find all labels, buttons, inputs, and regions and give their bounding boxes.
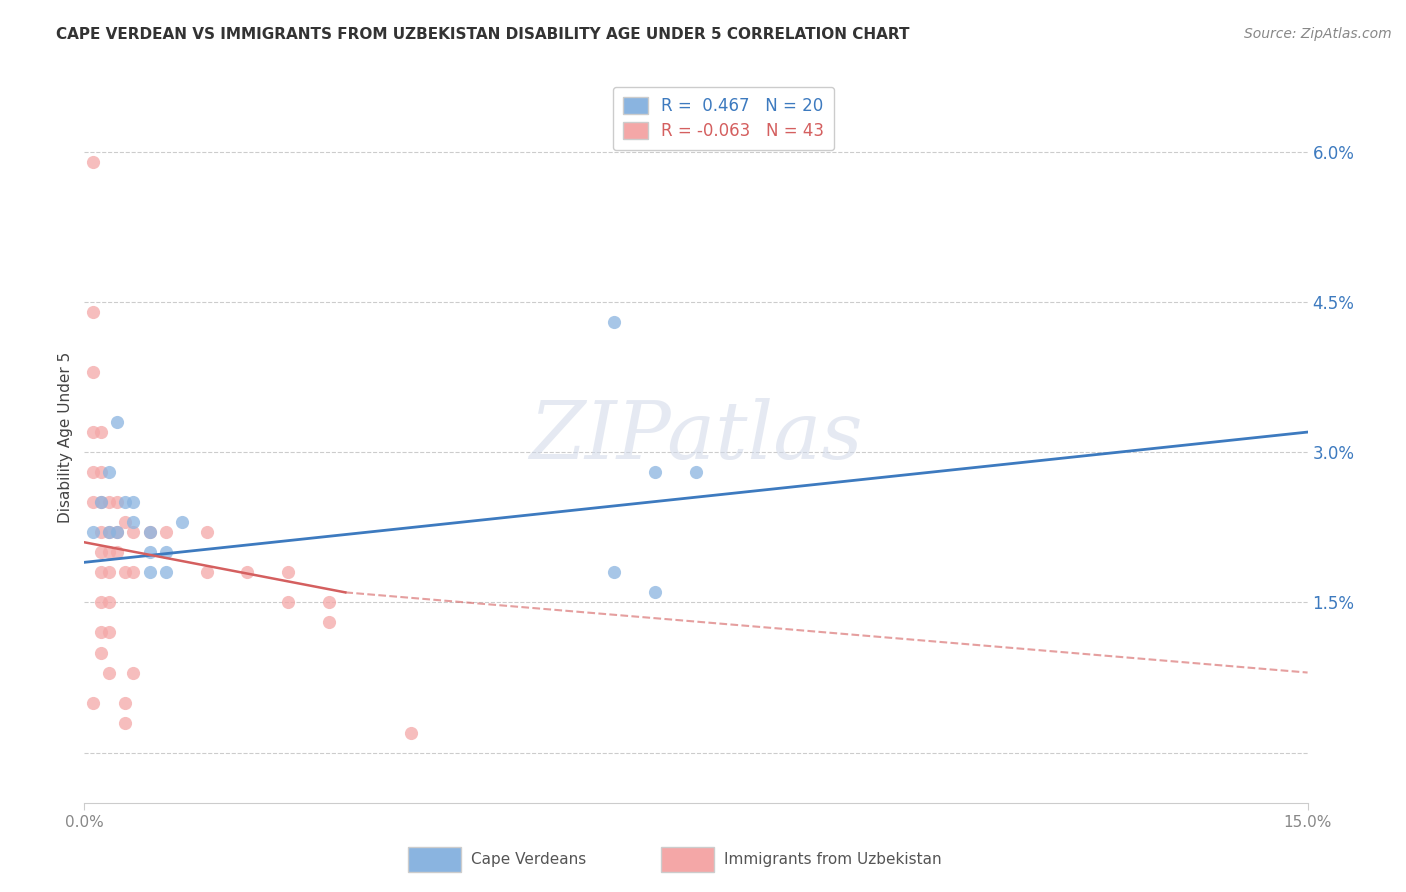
- Point: [97, 566, 120, 580]
- Point: [82, 495, 104, 509]
- Point: [644, 585, 666, 599]
- Point: [105, 525, 128, 540]
- Point: [138, 525, 160, 540]
- Point: [318, 595, 340, 609]
- Point: [97, 525, 120, 540]
- Point: [155, 545, 177, 559]
- Point: [603, 566, 626, 580]
- Point: [90, 495, 112, 509]
- Point: [138, 566, 160, 580]
- Point: [105, 525, 128, 540]
- Point: [236, 566, 259, 580]
- Point: [122, 515, 145, 529]
- Point: [97, 595, 120, 609]
- Point: [82, 425, 104, 439]
- Point: [138, 525, 160, 540]
- Point: [90, 495, 112, 509]
- Point: [90, 465, 112, 479]
- Point: [97, 665, 120, 680]
- Point: [82, 465, 104, 479]
- Point: [277, 595, 299, 609]
- Point: [82, 365, 104, 379]
- Text: ZIPatlas: ZIPatlas: [529, 399, 863, 475]
- Point: [114, 566, 136, 580]
- Y-axis label: Disability Age Under 5: Disability Age Under 5: [58, 351, 73, 523]
- Point: [399, 725, 422, 739]
- Point: [90, 425, 112, 439]
- Point: [195, 566, 218, 580]
- Point: [114, 515, 136, 529]
- Point: [318, 615, 340, 630]
- Point: [172, 515, 194, 529]
- Point: [122, 495, 145, 509]
- Text: Source: ZipAtlas.com: Source: ZipAtlas.com: [1244, 27, 1392, 41]
- Legend: R =  0.467   N = 20, R = -0.063   N = 43: R = 0.467 N = 20, R = -0.063 N = 43: [613, 87, 834, 150]
- Point: [82, 696, 104, 710]
- Point: [90, 545, 112, 559]
- Point: [155, 566, 177, 580]
- Point: [97, 495, 120, 509]
- Point: [122, 525, 145, 540]
- Point: [90, 566, 112, 580]
- Point: [97, 625, 120, 640]
- Point: [114, 715, 136, 730]
- Point: [97, 465, 120, 479]
- Point: [90, 625, 112, 640]
- Point: [138, 545, 160, 559]
- Point: [644, 465, 666, 479]
- Point: [155, 525, 177, 540]
- Point: [105, 495, 128, 509]
- Point: [82, 305, 104, 319]
- Point: [90, 595, 112, 609]
- Point: [195, 525, 218, 540]
- Point: [90, 525, 112, 540]
- Text: CAPE VERDEAN VS IMMIGRANTS FROM UZBEKISTAN DISABILITY AGE UNDER 5 CORRELATION CH: CAPE VERDEAN VS IMMIGRANTS FROM UZBEKIST…: [56, 27, 910, 42]
- Text: Cape Verdeans: Cape Verdeans: [471, 853, 586, 867]
- Point: [82, 154, 104, 169]
- Point: [105, 545, 128, 559]
- Point: [90, 646, 112, 660]
- Text: Immigrants from Uzbekistan: Immigrants from Uzbekistan: [724, 853, 942, 867]
- Point: [603, 315, 626, 329]
- Point: [114, 495, 136, 509]
- Point: [277, 566, 299, 580]
- Point: [97, 525, 120, 540]
- Point: [122, 665, 145, 680]
- Point: [97, 545, 120, 559]
- Point: [114, 696, 136, 710]
- Point: [685, 465, 707, 479]
- Point: [105, 415, 128, 429]
- Point: [82, 525, 104, 540]
- Point: [122, 566, 145, 580]
